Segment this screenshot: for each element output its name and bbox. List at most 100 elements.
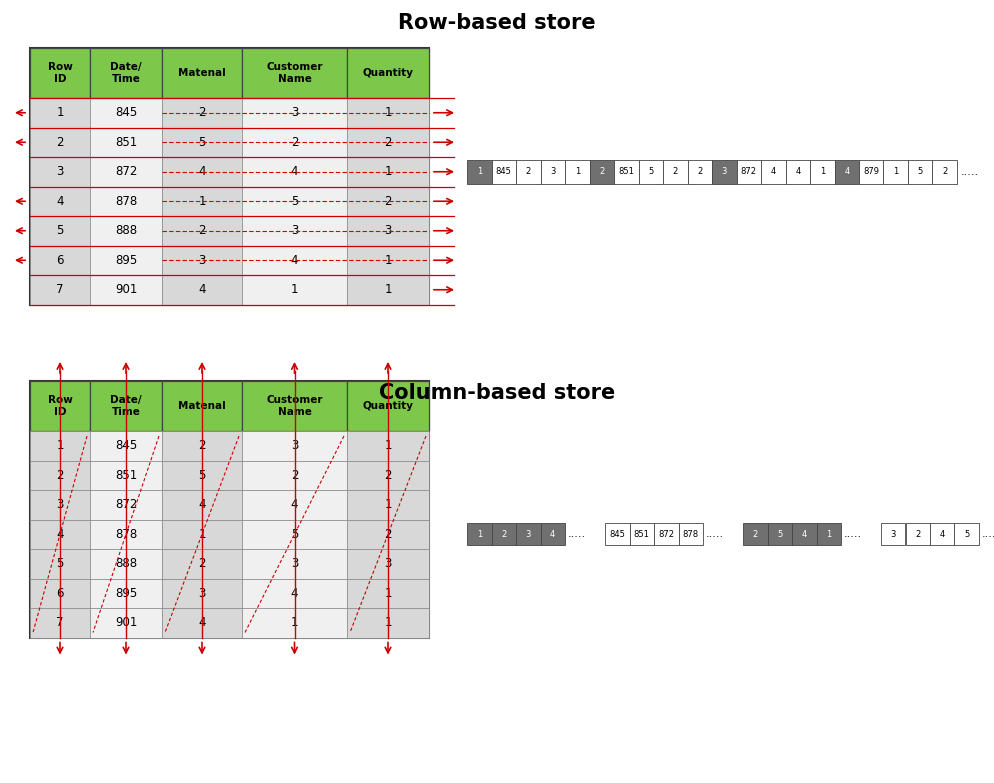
Text: 4: 4 [801,530,806,539]
Bar [89,186,162,216]
Bar [242,246,347,275]
Bar [89,549,162,579]
Bar [162,98,242,128]
Bar [242,98,347,128]
Bar [491,160,516,184]
Text: 5: 5 [198,469,206,482]
Text: 845: 845 [495,168,511,176]
Bar [30,246,89,275]
Text: 872: 872 [114,498,137,511]
Text: 1: 1 [384,254,392,267]
Bar [242,549,347,579]
Bar [809,160,834,184]
Text: Date/
Time: Date/ Time [110,395,142,417]
Bar [908,160,931,184]
Bar [30,431,89,460]
Text: Matenal: Matenal [178,401,226,411]
Bar [347,246,428,275]
Text: 4: 4 [769,168,775,176]
Text: 1: 1 [384,586,392,600]
Text: 3: 3 [290,224,298,237]
Bar [347,48,428,98]
Bar [162,549,242,579]
Text: 2: 2 [598,168,603,176]
Text: 4: 4 [938,530,944,539]
Bar [242,381,347,431]
Text: 4: 4 [843,168,849,176]
Text: Row
ID: Row ID [48,395,73,417]
Text: 872: 872 [114,165,137,179]
Bar [162,381,242,431]
Bar [929,523,953,545]
Text: 3: 3 [290,106,298,119]
Bar [30,490,89,519]
Text: 3: 3 [198,586,206,600]
Bar [30,48,89,98]
Bar [30,275,89,305]
Bar [89,128,162,157]
Bar [736,160,760,184]
Bar [89,519,162,549]
Text: .....: ..... [568,529,585,539]
Bar [466,523,491,545]
Text: 851: 851 [114,135,137,149]
Bar [89,216,162,246]
Text: 845: 845 [114,106,137,119]
Text: 878: 878 [114,528,137,541]
Text: 1: 1 [384,498,392,511]
Text: 4: 4 [290,586,298,600]
Text: 895: 895 [114,254,137,267]
Text: 4: 4 [794,168,799,176]
Text: 3: 3 [721,168,727,176]
Bar [540,160,565,184]
Bar [347,157,428,186]
Text: 2: 2 [697,168,702,176]
Bar [89,381,162,431]
Bar [242,157,347,186]
Bar [743,523,766,545]
Text: 4: 4 [198,616,206,630]
Bar [516,523,540,545]
Bar [30,98,89,128]
Text: 2: 2 [198,439,206,453]
Bar [30,216,89,246]
Text: 1: 1 [476,530,481,539]
Text: 4: 4 [290,254,298,267]
Bar [242,216,347,246]
Bar [242,128,347,157]
Bar [30,381,89,431]
Text: 1: 1 [825,530,831,539]
Bar [89,431,162,460]
Text: Matenal: Matenal [178,68,226,78]
Bar [30,381,428,637]
Text: 1: 1 [575,168,580,176]
Bar [466,160,491,184]
Bar [162,246,242,275]
Text: Row-based store: Row-based store [398,13,595,33]
Bar [347,608,428,637]
Text: 1: 1 [819,168,824,176]
Bar [30,579,89,608]
Text: 2: 2 [198,106,206,119]
Bar [791,523,816,545]
Text: 1: 1 [384,283,392,296]
Bar [89,579,162,608]
Bar [347,381,428,431]
Bar [905,523,929,545]
Bar [653,523,678,545]
Bar [30,519,89,549]
Bar [347,98,428,128]
Bar [540,523,565,545]
Text: 2: 2 [501,530,506,539]
Bar [834,160,858,184]
Bar [712,160,736,184]
Text: 1: 1 [384,106,392,119]
Text: 2: 2 [525,168,531,176]
Text: Quantity: Quantity [362,401,414,411]
Bar [242,460,347,490]
Text: 3: 3 [525,530,531,539]
Text: 1: 1 [384,439,392,453]
Bar [89,608,162,637]
Text: Quantity: Quantity [362,68,414,78]
Bar [30,460,89,490]
